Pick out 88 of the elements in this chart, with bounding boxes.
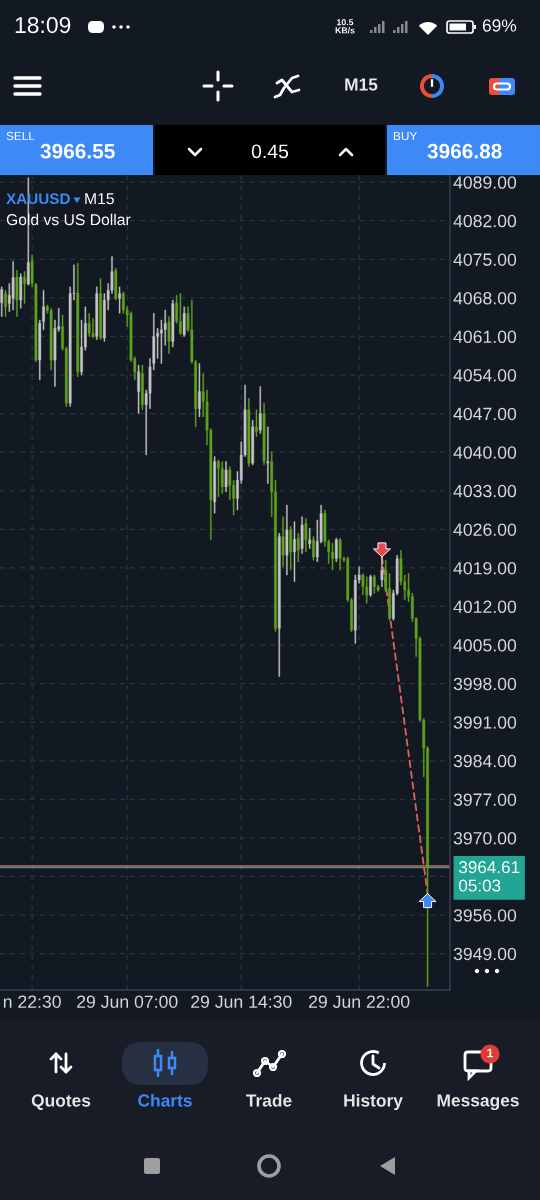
text: 3966.88 bbox=[427, 143, 502, 159]
y-tick-label: 3977.00 bbox=[453, 793, 517, 806]
candlestick bbox=[182, 306, 186, 337]
y-tick-label: 4089.00 bbox=[453, 176, 517, 189]
candlestick bbox=[380, 556, 384, 587]
y-tick-label: 3991.00 bbox=[453, 716, 517, 729]
x-tick-label: 29 Jun 22:00 bbox=[309, 995, 410, 1008]
text: Quotes bbox=[31, 1094, 91, 1110]
text: 10.5 KB/s bbox=[335, 19, 355, 34]
y-tick-label: 4026.00 bbox=[453, 523, 517, 536]
text: 0.45 bbox=[251, 144, 289, 159]
candlestick bbox=[114, 267, 118, 301]
candlestick bbox=[312, 536, 315, 561]
candlestick bbox=[220, 461, 224, 494]
text: BUY bbox=[393, 131, 418, 141]
candlestick bbox=[95, 286, 99, 340]
candlestick bbox=[266, 426, 270, 484]
candlestick bbox=[255, 409, 258, 437]
candlestick bbox=[141, 364, 144, 410]
text: SELL bbox=[6, 131, 35, 141]
candlestick bbox=[213, 456, 217, 514]
candlestick bbox=[76, 262, 80, 377]
candlestick bbox=[87, 313, 91, 337]
candlestick bbox=[179, 293, 182, 336]
annotation: M15 bbox=[85, 193, 114, 205]
y-tick-label: 4005.00 bbox=[453, 639, 517, 652]
candlestick bbox=[118, 286, 121, 314]
candlestick bbox=[293, 521, 296, 582]
candlestick bbox=[285, 504, 289, 576]
candlestick bbox=[251, 420, 255, 466]
candlestick bbox=[171, 299, 175, 348]
text: 69% bbox=[482, 19, 517, 32]
candlestick bbox=[334, 537, 338, 563]
candlestick bbox=[167, 316, 171, 354]
candlestick bbox=[99, 278, 102, 340]
candlestick bbox=[338, 537, 342, 571]
candlestick bbox=[19, 273, 23, 309]
candlestick bbox=[198, 363, 201, 418]
text: Messages bbox=[437, 1094, 519, 1111]
y-tick-label: 4040.00 bbox=[453, 446, 517, 459]
y-tick-label: 4012.00 bbox=[453, 600, 517, 614]
candlestick bbox=[15, 270, 19, 317]
y-tick-label: 3956.00 bbox=[453, 909, 517, 922]
candlestick bbox=[365, 576, 369, 604]
text: History bbox=[344, 1093, 403, 1111]
ref-line-label: 3964.61 05:03 bbox=[458, 861, 520, 892]
candlestick bbox=[300, 516, 304, 554]
candlestick bbox=[49, 308, 53, 371]
candlestick bbox=[258, 386, 262, 434]
candlestick bbox=[217, 459, 220, 498]
y-tick-label: 4033.00 bbox=[453, 484, 517, 498]
text: 1 bbox=[487, 1048, 494, 1058]
y-tick-label: 3949.00 bbox=[453, 947, 517, 961]
candlestick bbox=[281, 516, 285, 568]
candlestick bbox=[4, 289, 7, 317]
candlestick bbox=[304, 518, 308, 553]
y-tick-label: 3998.00 bbox=[453, 677, 517, 691]
candlestick bbox=[308, 528, 312, 549]
candlestick bbox=[224, 461, 228, 493]
text: M15 bbox=[345, 78, 378, 91]
candlestick bbox=[262, 402, 266, 466]
candlestick bbox=[137, 364, 140, 414]
candlestick bbox=[11, 261, 15, 311]
candlestick bbox=[331, 542, 334, 571]
text: Charts bbox=[138, 1093, 192, 1107]
text: 3966.55 bbox=[40, 143, 115, 159]
y-tick-label: 4068.00 bbox=[453, 291, 517, 305]
candlestick bbox=[372, 574, 376, 594]
y-tick-label: 4082.00 bbox=[453, 214, 517, 228]
y-tick-label: 3970.00 bbox=[453, 831, 517, 845]
candlestick bbox=[23, 271, 26, 304]
candlestick bbox=[289, 526, 293, 571]
y-tick-label: 3984.00 bbox=[453, 754, 517, 768]
y-tick-label: 4019.00 bbox=[453, 561, 517, 575]
candlestick bbox=[0, 286, 4, 317]
y-tick-label: 4047.00 bbox=[453, 407, 517, 421]
x-tick-label: 29 Jun 14:30 bbox=[191, 995, 292, 1008]
y-tick-label: 4061.00 bbox=[453, 330, 517, 344]
y-tick-label: 4075.00 bbox=[453, 253, 517, 266]
text: 18:09 bbox=[15, 16, 71, 34]
candlestick bbox=[277, 532, 281, 677]
candlestick bbox=[296, 532, 300, 563]
candlestick bbox=[247, 397, 251, 467]
y-tick-label: 4054.00 bbox=[453, 369, 517, 382]
x-tick-label: n 22:30 bbox=[3, 995, 61, 1008]
x-tick-label: 29 Jun 07:00 bbox=[77, 995, 178, 1008]
text: Trade bbox=[246, 1093, 292, 1107]
candlestick bbox=[369, 574, 372, 597]
